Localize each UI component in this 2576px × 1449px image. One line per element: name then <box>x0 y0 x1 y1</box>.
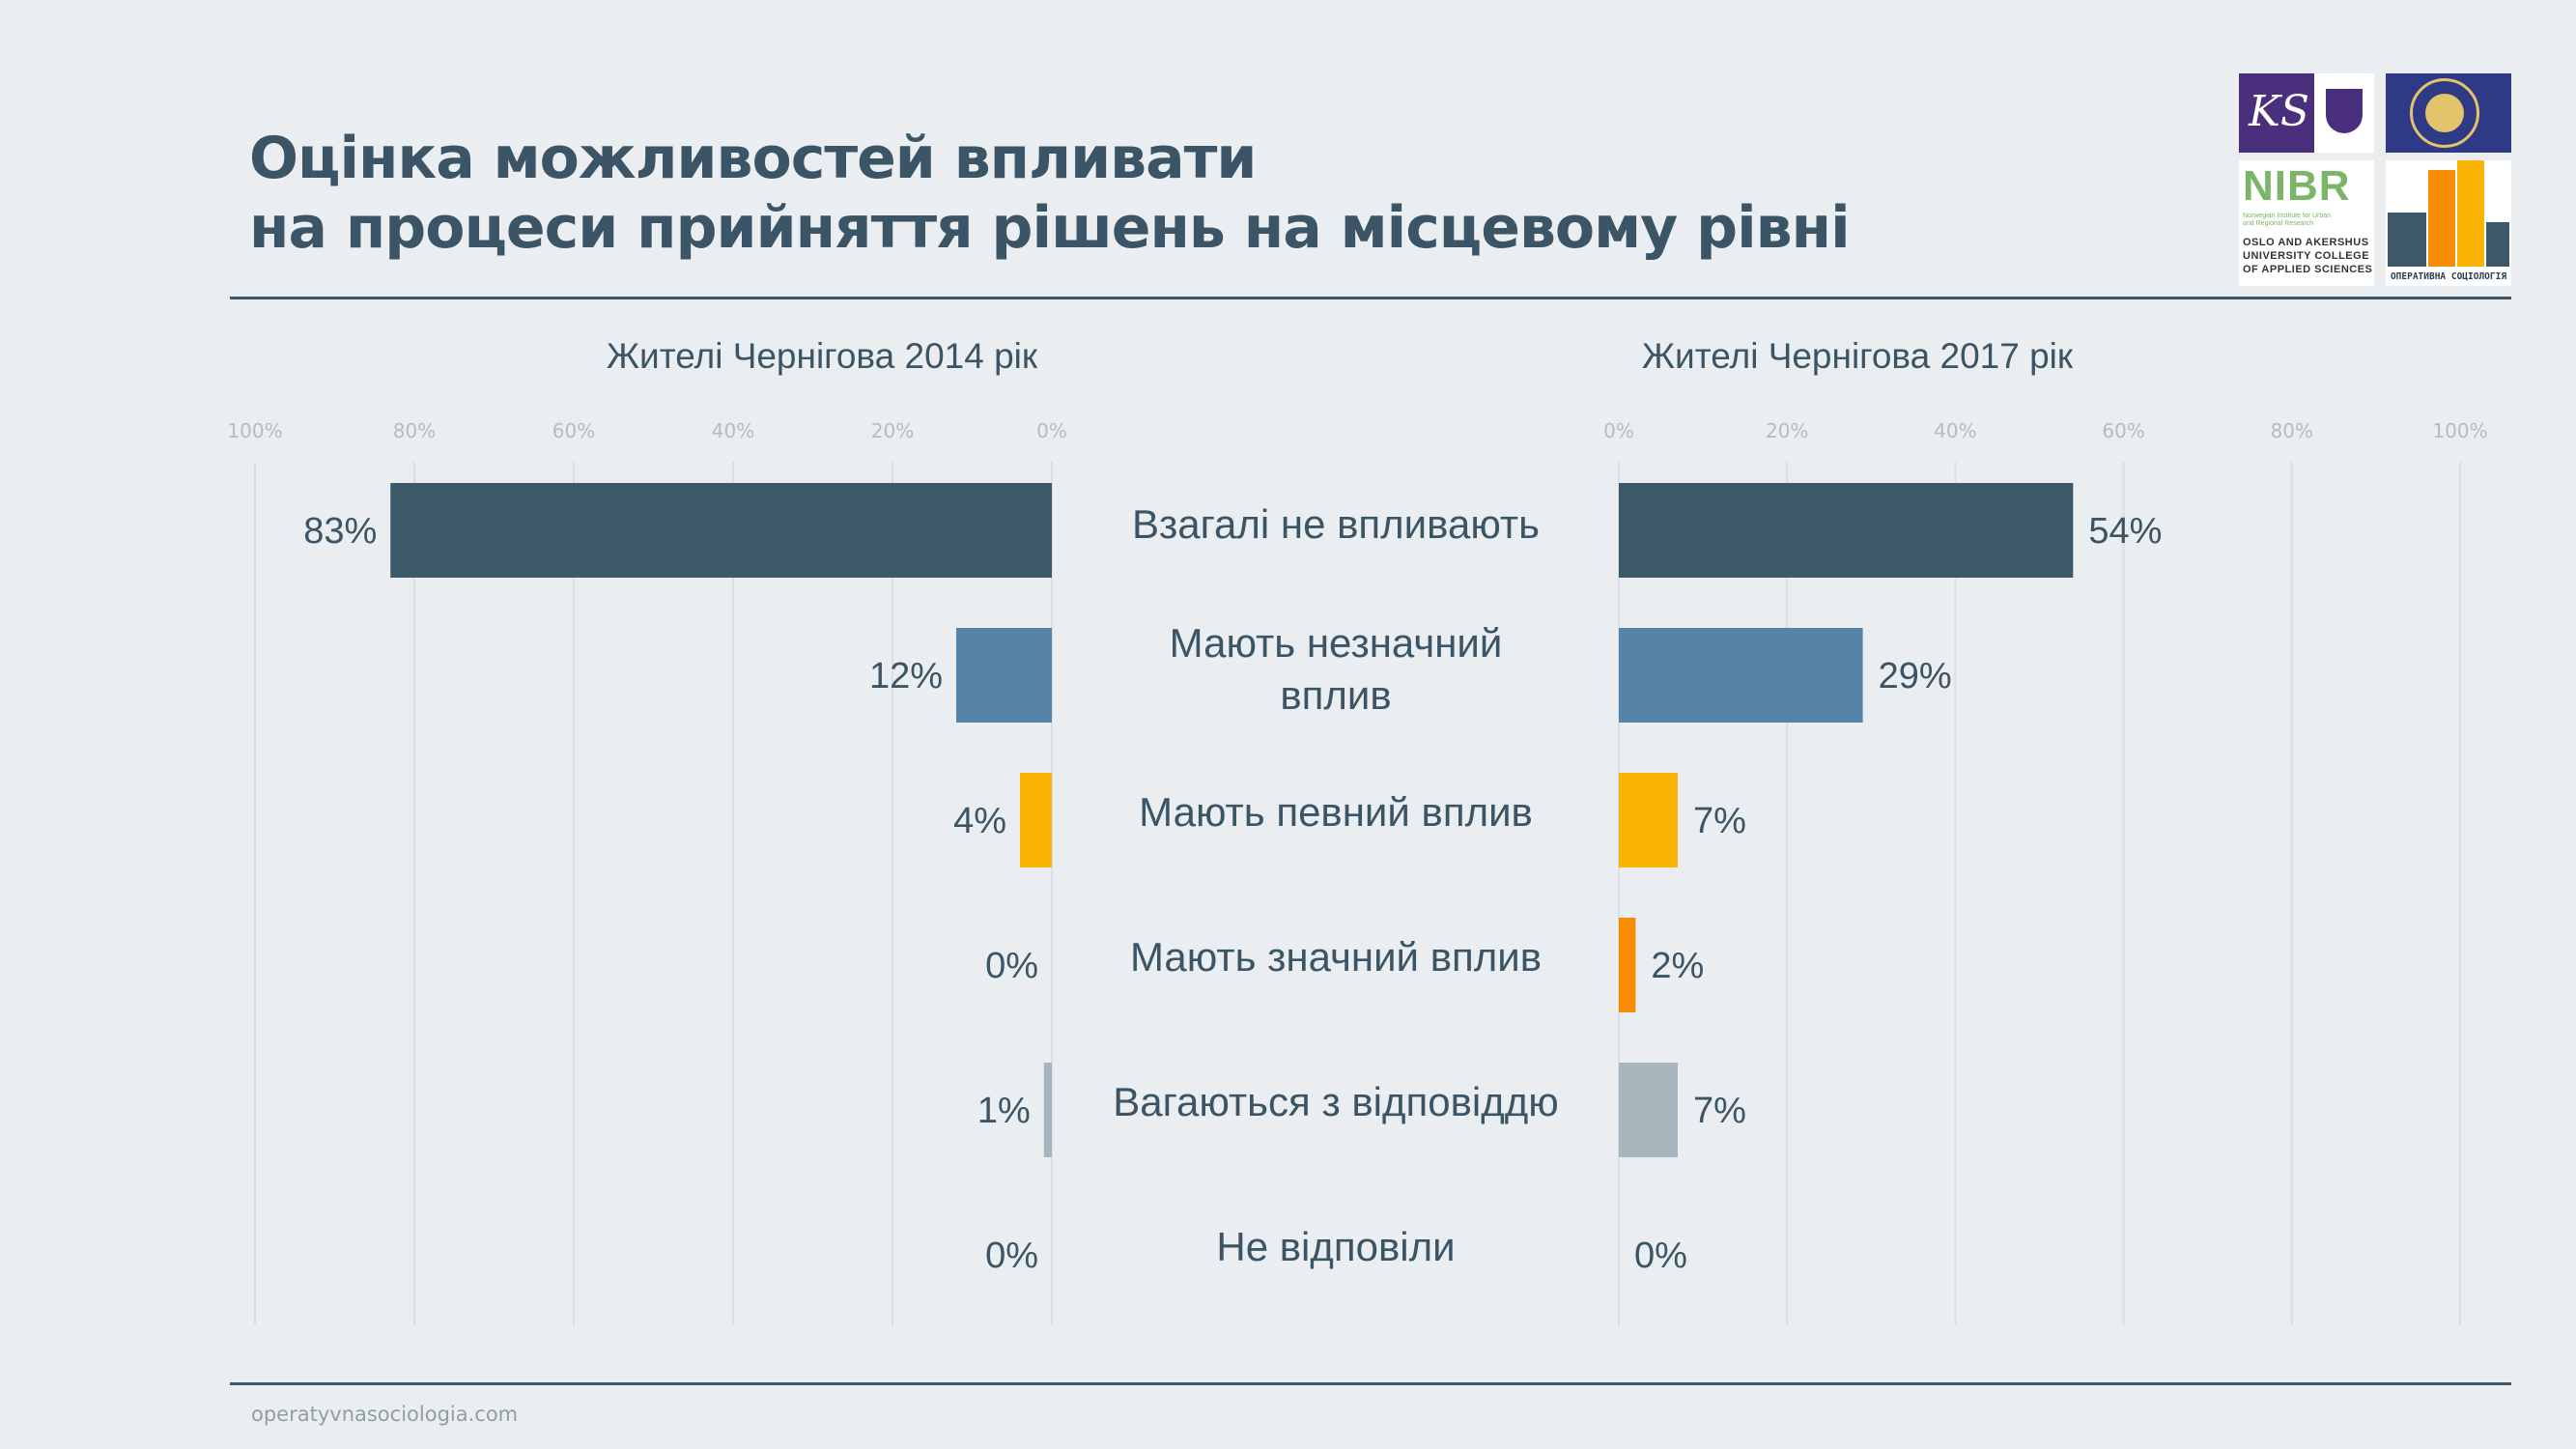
ks-logo-text: KS <box>2249 87 2310 136</box>
nibr-subtitle: Norwegian Institute for Urban and Region… <box>2243 213 2331 228</box>
building-icon <box>2428 170 2455 267</box>
nibr-logo-text: NIBR <box>2243 162 2351 210</box>
shield-icon <box>2314 73 2374 153</box>
tick-label-2014: 80% <box>393 419 436 442</box>
tick-label-2017: 60% <box>2102 419 2144 442</box>
footer-url: operatyvnasociologia.com <box>251 1403 519 1426</box>
operatyvna-caption: ОПЕРАТИВНА СОЦІОЛОГІЯ <box>2390 271 2507 282</box>
oslo-university-text: OSLO AND AKERSHUS UNIVERSITY COLLEGE OF … <box>2243 236 2372 276</box>
data-label-2017: 7% <box>1693 1091 1746 1131</box>
data-label-2017: 0% <box>1634 1236 1687 1276</box>
bar-2014 <box>1020 773 1052 867</box>
oslo-line-1: OSLO AND AKERSHUS <box>2243 237 2369 248</box>
bar-2017 <box>1619 628 1863 723</box>
category-label: Мають незначний вплив <box>1170 620 1503 718</box>
tick-label-2014: 20% <box>871 419 914 442</box>
tick-label-2014: 0% <box>1036 419 1067 442</box>
data-label-2017: 7% <box>1693 801 1746 841</box>
tick-label-2017: 100% <box>2432 419 2487 442</box>
tick-label-2014: 60% <box>552 419 595 442</box>
footer-divider <box>230 1382 2511 1385</box>
tick-label-2014: 100% <box>227 419 282 442</box>
category-labels: Взагалі не впливають Мають незначний вплив… <box>1113 501 1559 1269</box>
bars <box>390 483 2074 1157</box>
bar-2017 <box>1619 483 2074 578</box>
tick-label-2017: 80% <box>2271 419 2313 442</box>
building-icon <box>2457 160 2484 267</box>
data-label-2014: 1% <box>977 1091 1031 1131</box>
page-title: Оцінка можливостей впливати на процеси п… <box>249 124 1851 263</box>
nibr-logo: NIBR Norwegian Institute for Urban and R… <box>2239 160 2374 286</box>
nibr-subtitle-line-1: Norwegian Institute for Urban <box>2243 213 2332 219</box>
tick-label-2017: 40% <box>1934 419 1976 442</box>
emblem-icon <box>2410 78 2479 148</box>
data-label-2014: 0% <box>985 946 1038 986</box>
chart-title-2017: Жителі Чернігова 2017 рік <box>1642 336 2074 376</box>
data-label-2017: 2% <box>1651 946 1704 986</box>
category-label-line: вплив <box>1280 672 1391 718</box>
category-label: Мають значний вплив <box>1130 934 1542 980</box>
chart-title-2014: Жителі Чернігова 2014 рік <box>607 336 1038 376</box>
oslo-line-3: OF APPLIED SCIENCES <box>2243 264 2373 275</box>
data-label-2014: 4% <box>953 801 1006 841</box>
operatyvna-sotsiolohiia-logo: ОПЕРАТИВНА СОЦІОЛОГІЯ <box>2386 160 2511 286</box>
page-title-line-2: на процеси прийняття рішень на місцевому… <box>249 194 1851 262</box>
tick-label-2017: 20% <box>1766 419 1808 442</box>
oslo-line-2: UNIVERSITY COLLEGE <box>2243 250 2370 262</box>
data-label-2014: 0% <box>985 1236 1038 1276</box>
bar-2017 <box>1619 918 1636 1012</box>
category-label: Мають певний вплив <box>1139 789 1533 835</box>
building-icon <box>2486 222 2509 267</box>
nibr-subtitle-line-2: and Regional Research <box>2243 220 2314 227</box>
data-label-2014: 83% <box>303 511 377 552</box>
tick-label-2014: 40% <box>712 419 754 442</box>
bar-2017 <box>1619 1063 1678 1157</box>
bar-2017 <box>1619 773 1678 867</box>
bar-2014 <box>956 628 1052 723</box>
category-label: Взагалі не впливають <box>1132 501 1540 547</box>
category-label-line: Мають незначний <box>1170 620 1503 666</box>
building-icon <box>2388 213 2426 267</box>
tick-label-2017: 0% <box>1603 419 1634 442</box>
page-title-line-1: Оцінка можливостей впливати <box>249 125 1257 192</box>
anniversary-logo <box>2386 73 2511 153</box>
partner-logos: KS NIBR Norwegian Institute for Urban an… <box>2239 73 2513 286</box>
ks-logo: KS <box>2239 73 2374 153</box>
category-label: Не відповіли <box>1216 1224 1455 1269</box>
data-labels: 83% 54% 12% 29% 4% 7% 0% 2% 1% 7% 0% 0% <box>303 511 2162 1276</box>
bar-2014 <box>390 483 1052 578</box>
bar-2014 <box>1043 1063 1052 1157</box>
data-label-2017: 29% <box>1879 656 1952 696</box>
data-label-2014: 12% <box>869 656 943 696</box>
category-label: Вагаються з відповіддю <box>1113 1079 1559 1124</box>
data-label-2017: 54% <box>2088 511 2162 552</box>
header-divider <box>230 297 2511 299</box>
gridlines <box>254 462 2461 1325</box>
axis-ticks: 0% 0% 20% 20% 40% 40% 60% 60% 80% 80% 100% 100% <box>227 419 2487 442</box>
